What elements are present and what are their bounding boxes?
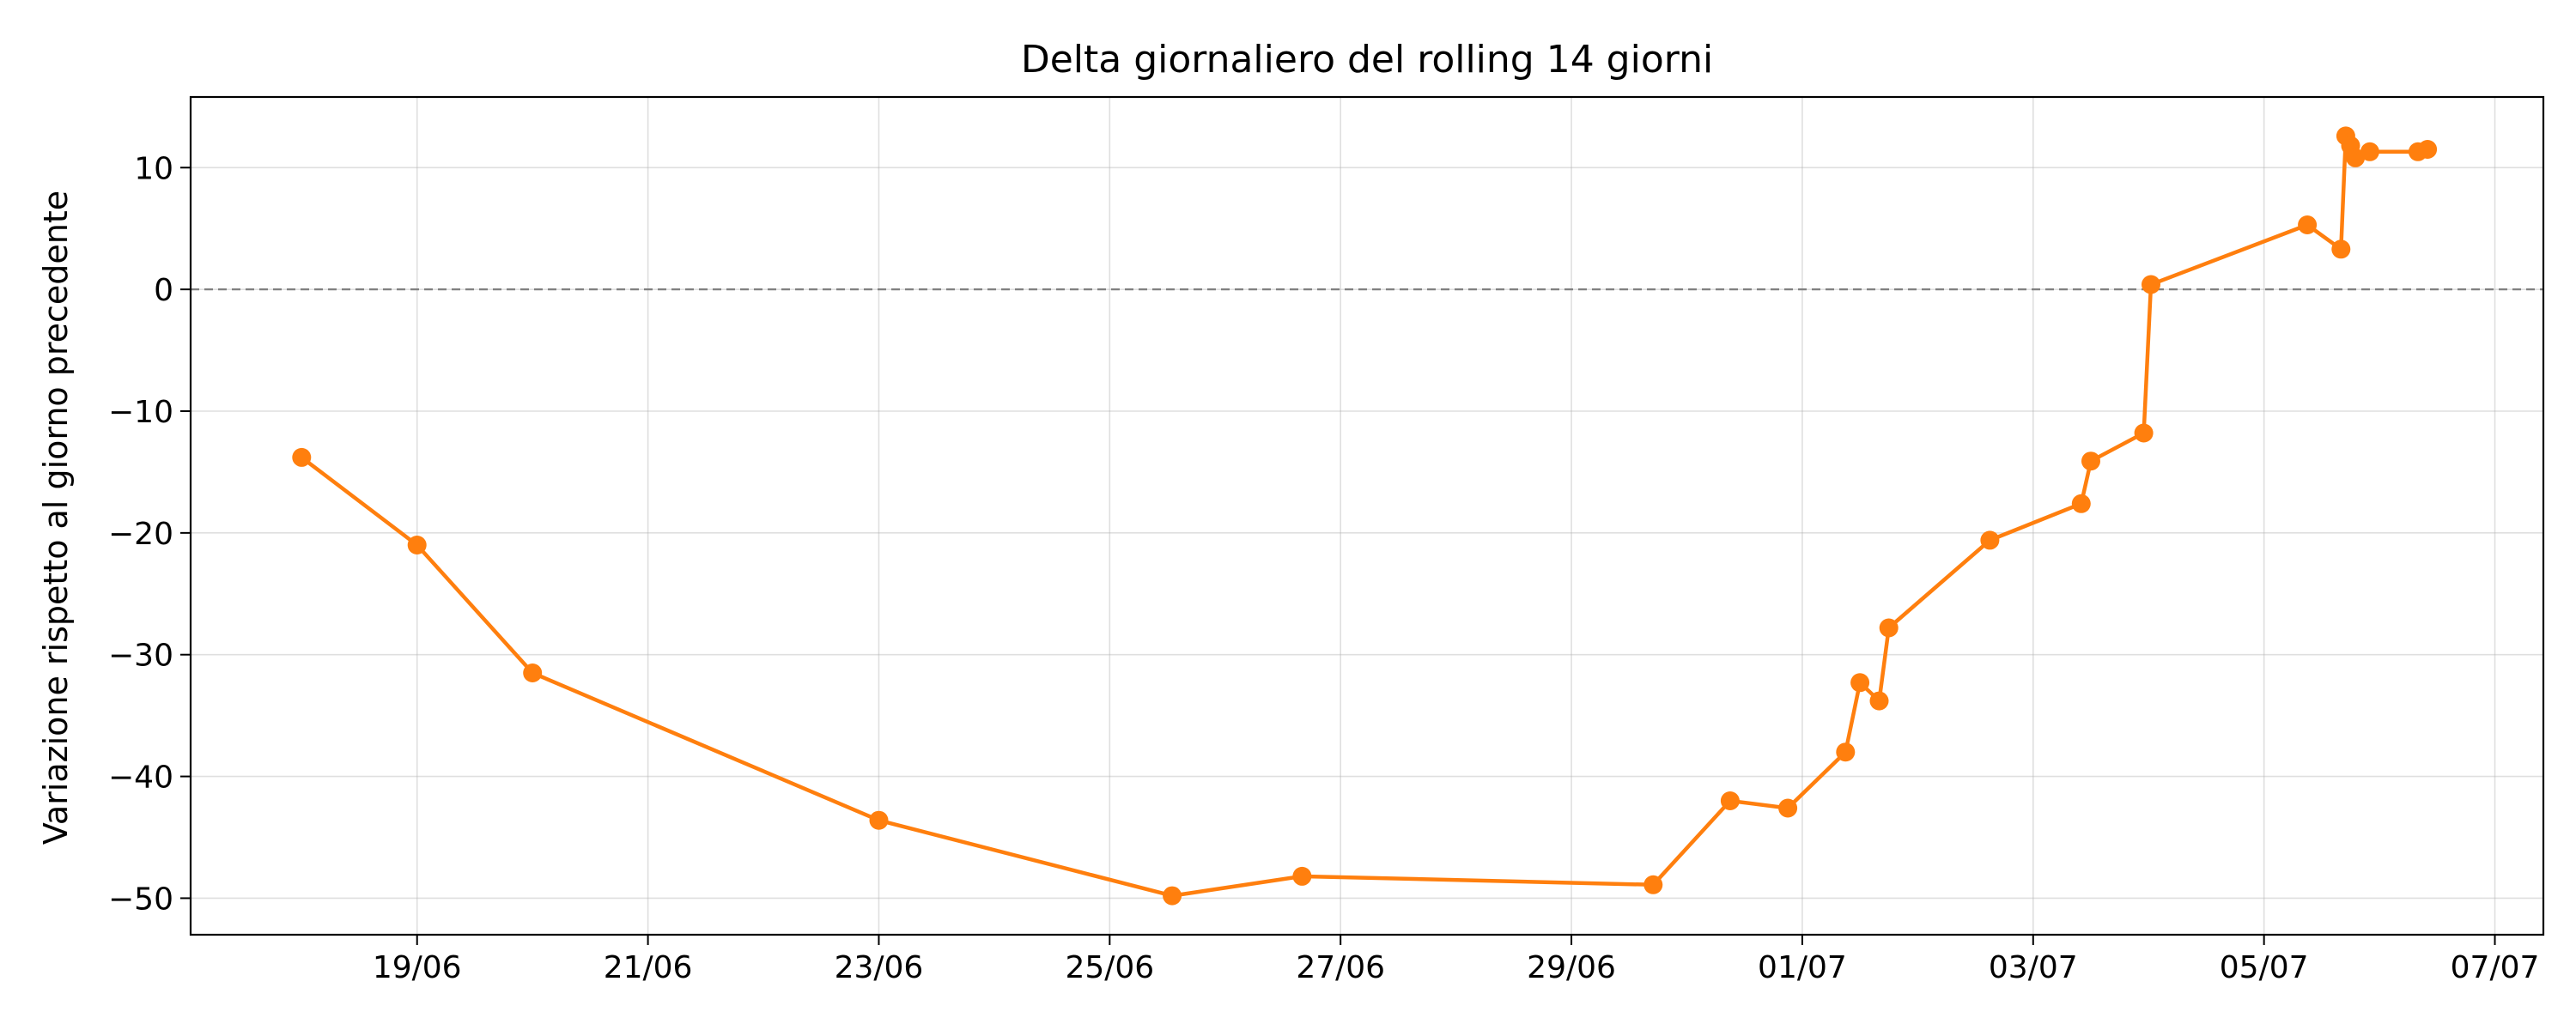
data-point: [869, 810, 889, 830]
chart-title: Delta giornaliero del rolling 14 giorni: [1021, 38, 1713, 82]
y-tick-label: −20: [108, 517, 173, 552]
data-point: [292, 447, 312, 467]
data-point: [407, 536, 427, 554]
data-point: [1720, 791, 1740, 810]
data-point: [1869, 691, 1889, 711]
data-point: [2360, 142, 2379, 161]
data-point: [2134, 423, 2154, 443]
plot-frame: [189, 95, 2545, 936]
y-tick-label: −40: [108, 760, 173, 796]
data-point: [1850, 673, 1870, 693]
y-axis-label: Variazione rispetto al giorno precedente: [37, 191, 75, 845]
x-tick-label: 25/06: [1065, 950, 1154, 985]
data-point: [2346, 148, 2366, 167]
data-point: [2298, 215, 2318, 234]
x-tick-label: 27/06: [1296, 950, 1385, 985]
x-tick-label: 07/07: [2451, 950, 2540, 985]
grid-lines: [191, 97, 2543, 935]
y-tick-label: −10: [108, 395, 173, 430]
x-tick-label: 19/06: [373, 950, 462, 985]
x-tick-label: 03/07: [1989, 950, 2078, 985]
data-point: [1980, 530, 2000, 550]
x-tick-label: 23/06: [835, 950, 924, 985]
x-tick-label: 21/06: [604, 950, 693, 985]
data-point: [2142, 275, 2160, 294]
y-tick-label: 10: [134, 151, 173, 186]
data-point: [1778, 798, 1798, 818]
data-point: [1836, 742, 1856, 762]
data-point: [2081, 451, 2100, 471]
data-point: [2071, 494, 2091, 513]
data-point: [1163, 886, 1182, 906]
y-tick-label: −50: [108, 882, 173, 917]
data-point: [2418, 140, 2438, 159]
data-point: [1292, 866, 1312, 886]
x-tick-label: 05/07: [2220, 950, 2309, 985]
data-point: [2331, 239, 2351, 259]
data-series: [292, 126, 2438, 906]
x-tick-label: 29/06: [1527, 950, 1616, 985]
data-point: [1643, 875, 1663, 894]
axis-ticks: 19/06 21/06 23/06 25/06 27/06 29/06 01/07 03/07…: [108, 151, 2539, 985]
y-tick-label: −30: [108, 639, 173, 674]
data-point: [1879, 618, 1899, 638]
y-tick-label: 0: [154, 273, 173, 308]
x-tick-label: 01/07: [1758, 950, 1847, 985]
data-point: [523, 663, 543, 682]
